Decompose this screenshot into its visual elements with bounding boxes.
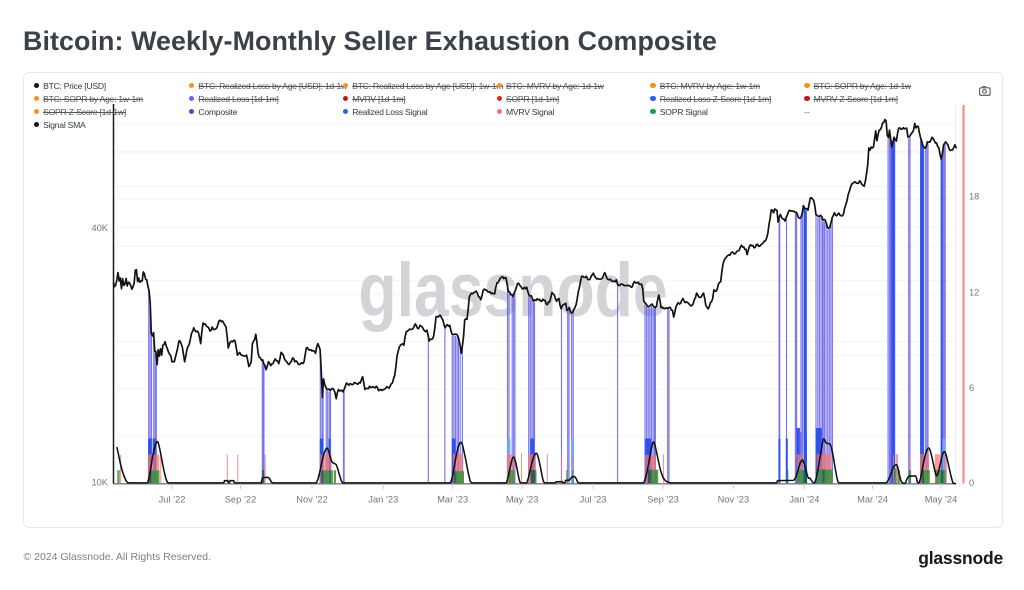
svg-text:Nov ’22: Nov ’22 <box>296 494 328 504</box>
svg-text:Jan ’23: Jan ’23 <box>368 494 398 504</box>
svg-text:Nov ’23: Nov ’23 <box>718 494 750 504</box>
svg-text:Jul ’22: Jul ’22 <box>159 494 186 504</box>
svg-text:Jul ’23: Jul ’23 <box>580 494 607 504</box>
svg-text:May ’24: May ’24 <box>925 494 958 504</box>
svg-text:0: 0 <box>969 478 974 488</box>
svg-text:12: 12 <box>969 287 979 297</box>
svg-text:glassnode: glassnode <box>358 247 667 332</box>
svg-text:Mar ’24: Mar ’24 <box>857 494 888 504</box>
svg-text:10K: 10K <box>91 477 108 487</box>
svg-text:6: 6 <box>969 383 974 393</box>
svg-text:May ’23: May ’23 <box>506 494 539 504</box>
svg-text:Jan ’24: Jan ’24 <box>789 494 819 504</box>
svg-text:Mar ’23: Mar ’23 <box>437 494 468 504</box>
svg-text:Sep ’23: Sep ’23 <box>647 494 679 504</box>
svg-text:18: 18 <box>969 192 979 202</box>
svg-text:Sep ’22: Sep ’22 <box>225 494 257 504</box>
svg-text:40K: 40K <box>91 223 108 233</box>
